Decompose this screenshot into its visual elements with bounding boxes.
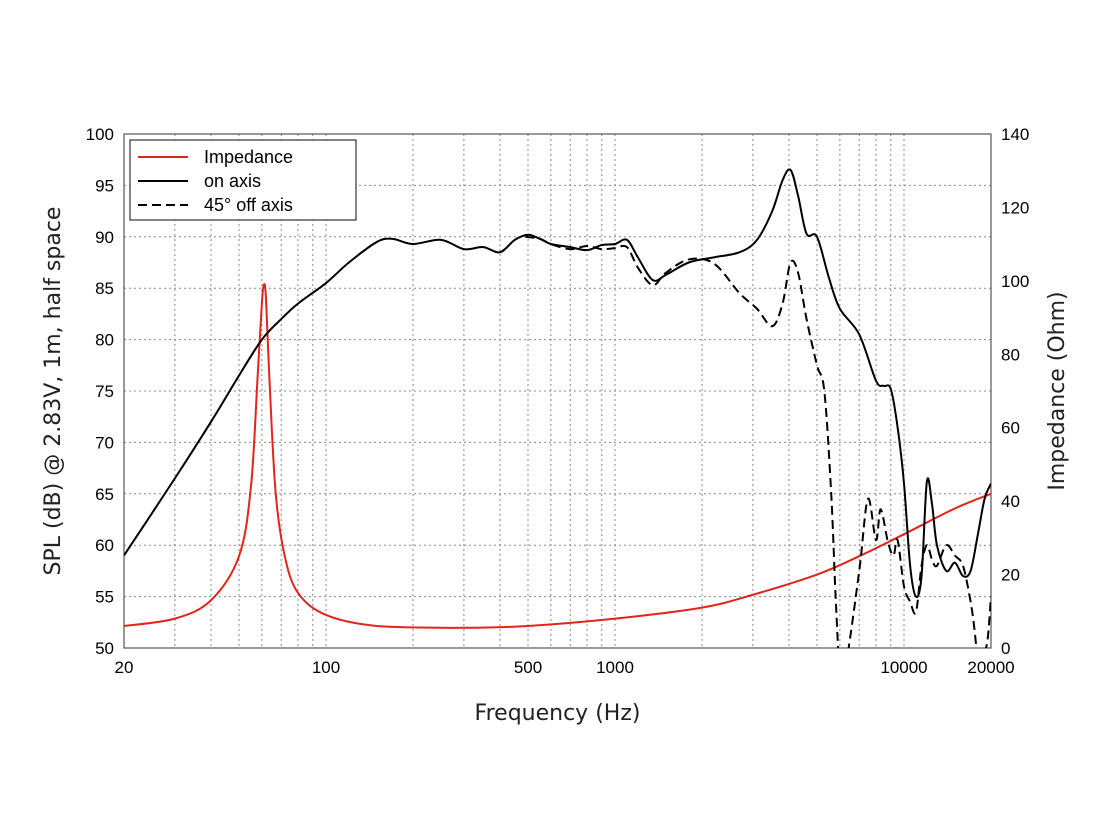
plot-frame [123, 133, 992, 649]
x-tick-label: 100 [312, 658, 340, 677]
y2-tick-label: 40 [1001, 492, 1020, 511]
y-tick-label: 70 [95, 433, 114, 452]
y2-tick-label: 0 [1001, 639, 1010, 658]
x-tick-label: 10000 [880, 658, 927, 677]
legend-label-on-axis: on axis [204, 171, 261, 191]
y-tick-label: 65 [95, 485, 114, 504]
series-on-axis [124, 168, 991, 598]
legend-label-impedance: Impedance [204, 147, 293, 167]
y2-tick-label: 120 [1001, 198, 1029, 217]
y-tick-label: 95 [95, 176, 114, 195]
x-tick-label: 500 [514, 658, 542, 677]
y-tick-label: 85 [95, 279, 114, 298]
y-tick-label: 50 [95, 639, 114, 658]
y-tick-label: 100 [86, 125, 114, 144]
y2-tick-label: 60 [1001, 419, 1020, 438]
series-off-axis [525, 235, 991, 648]
y-axis-title: SPL (dB) @ 2.83V, 1m, half space [41, 207, 66, 576]
x-tick-label: 20 [115, 658, 134, 677]
y2-axis-title: Impedance (Ohm) [1045, 291, 1070, 490]
y2-tick-label: 100 [1001, 272, 1029, 291]
series-impedance [124, 283, 991, 629]
series-group [124, 168, 991, 648]
legend: Impedance on axis 45° off axis [129, 139, 357, 221]
y2-tick-label: 140 [1001, 125, 1029, 144]
x-tick-label: 1000 [596, 658, 634, 677]
y2-tick-label: 80 [1001, 345, 1020, 364]
tick-labels: 20 100 500 1000 10000 20000505560657075808590… [86, 125, 1030, 677]
x-tick-label: 20000 [967, 658, 1014, 677]
y2-tick-label: 20 [1001, 566, 1020, 585]
y-tick-label: 75 [95, 382, 114, 401]
y-tick-label: 60 [95, 536, 114, 555]
legend-label-off-axis: 45° off axis [204, 195, 293, 215]
y-tick-label: 80 [95, 331, 114, 350]
y-tick-label: 55 [95, 588, 114, 607]
y-tick-label: 90 [95, 228, 114, 247]
x-axis-title: Frequency (Hz) [475, 701, 641, 726]
